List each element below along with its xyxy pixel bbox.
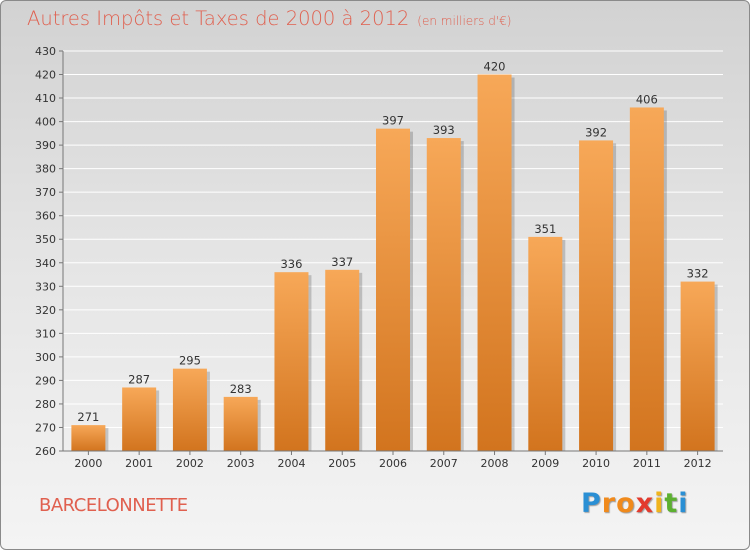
bar-2000 xyxy=(71,425,106,451)
bar-2011 xyxy=(629,107,664,452)
data-label-2002: 295 xyxy=(179,354,201,368)
data-label-2007: 393 xyxy=(433,123,455,137)
axes xyxy=(62,51,723,452)
y-tick-label: 270 xyxy=(35,421,56,434)
x-tick-label: 2007 xyxy=(430,457,458,470)
bar-2001 xyxy=(122,387,157,451)
y-tick-label: 260 xyxy=(35,445,56,458)
y-tick-label: 310 xyxy=(35,327,56,340)
data-label-2001: 287 xyxy=(128,372,150,386)
x-tick-label: 2006 xyxy=(379,457,407,470)
x-tick-label: 2004 xyxy=(277,457,305,470)
data-label-2003: 283 xyxy=(230,382,252,396)
x-tick-label: 2009 xyxy=(531,457,559,470)
y-tick-label: 290 xyxy=(35,374,56,387)
data-label-2010: 392 xyxy=(585,125,607,139)
bar-2005 xyxy=(325,269,360,451)
data-label-2012: 332 xyxy=(687,267,709,281)
logo-letter: o xyxy=(616,488,636,519)
y-tick-label: 400 xyxy=(35,116,56,129)
x-tick-label: 2002 xyxy=(176,457,204,470)
x-tick-label: 2012 xyxy=(684,457,712,470)
x-tick-label: 2011 xyxy=(633,457,661,470)
logo-letter: i xyxy=(654,488,665,519)
data-label-2005: 337 xyxy=(331,255,353,269)
y-tick-label: 330 xyxy=(35,280,56,293)
y-tick-label: 410 xyxy=(35,92,56,105)
bars xyxy=(71,74,718,452)
y-tick-label: 380 xyxy=(35,163,56,176)
city-name: BARCELONNETTE xyxy=(39,495,188,516)
logo-letter: r xyxy=(601,488,617,519)
x-axis-ticks: 2000 2001 2002 2003 2004 2005 2006 2007 2008 2009… xyxy=(74,451,712,470)
logo-letter: i xyxy=(678,488,689,519)
data-label-2004: 336 xyxy=(280,257,302,271)
y-tick-label: 320 xyxy=(35,304,56,317)
x-tick-label: 2001 xyxy=(125,457,153,470)
x-tick-label: 2003 xyxy=(227,457,255,470)
bar-2009 xyxy=(528,236,563,451)
y-tick-label: 350 xyxy=(35,233,56,246)
y-axis-ticks: 260 270 280 290 300 310 320 330 340 350 360 370 380 3… xyxy=(35,45,63,458)
y-tick-label: 430 xyxy=(35,45,56,58)
data-label-2000: 271 xyxy=(77,410,99,424)
x-tick-label: 2008 xyxy=(481,457,509,470)
y-tick-label: 420 xyxy=(35,69,56,82)
y-tick-label: 360 xyxy=(35,210,56,223)
bar-2007 xyxy=(426,138,461,451)
bar-2006 xyxy=(376,128,410,451)
bar-2012 xyxy=(680,281,715,451)
y-tick-label: 370 xyxy=(35,186,56,199)
logo-letter: t xyxy=(664,488,679,519)
x-tick-label: 2000 xyxy=(74,457,102,470)
y-tick-label: 390 xyxy=(35,139,56,152)
data-labels: 271 287 295 283 336 337 397 393 420 351 392 406 332 xyxy=(77,60,708,425)
logo-letter: x xyxy=(635,488,655,519)
bar-2010 xyxy=(579,140,614,452)
bar-2004 xyxy=(274,272,309,451)
chart-title: Autres Impôts et Taxes de 2000 à 2012 (en… xyxy=(27,7,511,30)
x-tick-label: 2005 xyxy=(328,457,356,470)
y-tick-label: 340 xyxy=(35,257,56,270)
data-label-2009: 351 xyxy=(534,222,556,236)
bar-2008 xyxy=(477,74,512,451)
bar-2002 xyxy=(172,368,207,451)
data-label-2008: 420 xyxy=(484,60,506,74)
data-label-2011: 406 xyxy=(636,92,658,106)
chart-title-text: Autres Impôts et Taxes de 2000 à 2012 xyxy=(27,7,410,30)
proxiti-logo: Proxiti xyxy=(581,488,689,519)
y-tick-label: 280 xyxy=(35,398,56,411)
y-tick-label: 300 xyxy=(35,351,56,364)
x-tick-label: 2010 xyxy=(582,457,610,470)
chart-unit: (en milliers d'€) xyxy=(417,14,512,28)
logo-letter: P xyxy=(581,488,602,519)
bar-2003 xyxy=(223,396,258,451)
data-label-2006: 397 xyxy=(382,114,404,128)
